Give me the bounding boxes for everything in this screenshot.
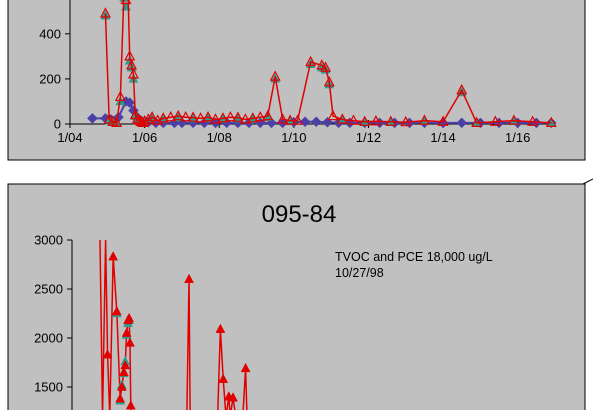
data-point [139, 115, 151, 126]
data-point [111, 116, 123, 127]
data-point [370, 115, 382, 126]
data-point [456, 83, 468, 95]
chart-top-series [87, 0, 557, 129]
data-point [284, 114, 296, 125]
data-point [385, 115, 397, 126]
data-point [120, 359, 131, 370]
data-point [545, 116, 557, 127]
data-point [489, 115, 501, 126]
data-point [165, 110, 177, 122]
data-point [124, 97, 136, 108]
data-point [262, 109, 274, 121]
data-point [400, 115, 412, 127]
data-point [146, 110, 158, 122]
data-point [224, 110, 236, 122]
x-tick-label: 1/14 [430, 130, 455, 145]
data-point [137, 116, 149, 127]
data-point [310, 116, 322, 128]
data-point [111, 306, 122, 316]
data-point [102, 349, 113, 359]
data-point [126, 59, 138, 70]
y-tick-label: 2000 [34, 331, 63, 346]
data-point [336, 113, 348, 124]
chart-top: 0 200 400 1/04 1/06 1/08 1/10 1/12 1/14 1/16 [7, 0, 586, 161]
x-tick-label: 1/10 [281, 130, 306, 145]
data-point [115, 393, 126, 403]
data-point [254, 110, 266, 122]
data-point [195, 112, 207, 123]
data-point [125, 337, 135, 347]
y-tick-label: 400 [39, 26, 61, 41]
chart-top-panel [7, 0, 586, 161]
y-tick-label: 2500 [34, 282, 63, 297]
x-tick-label: 1/04 [57, 130, 82, 145]
x-tick-label: 1/12 [356, 130, 381, 145]
data-point [127, 68, 139, 79]
data-point [269, 70, 281, 81]
data-point [125, 400, 136, 410]
x-tick-label: 1/06 [132, 130, 157, 145]
y-tick-label: 200 [39, 71, 61, 86]
data-point [239, 113, 251, 124]
x-tick-label: 1/08 [207, 130, 232, 145]
data-point [184, 273, 194, 283]
data-point [121, 327, 132, 337]
data-point [418, 114, 430, 125]
data-point [217, 112, 229, 123]
chart-bottom-annotation-line1: TVOC and PCE 18,000 ug/L [335, 250, 493, 264]
data-point [323, 76, 335, 87]
data-point [108, 251, 119, 261]
data-point [327, 109, 339, 121]
chart-bottom-axes: 3000 2500 2000 1500 [34, 233, 73, 410]
x-tick-label: 1/16 [505, 130, 530, 145]
data-point [215, 323, 226, 333]
data-point [247, 112, 259, 123]
data-point [187, 111, 199, 122]
data-point [210, 113, 221, 124]
chart-bottom-title: 095-84 [262, 201, 337, 228]
data-point [180, 110, 192, 122]
data-point [277, 113, 289, 124]
data-point [359, 115, 371, 126]
data-point [292, 114, 304, 125]
data-point [232, 111, 244, 122]
data-point [305, 55, 317, 67]
data-point [320, 61, 332, 72]
data-point [508, 114, 520, 125]
data-point [437, 115, 449, 126]
data-point [118, 366, 129, 377]
data-point [240, 362, 251, 373]
data-point [120, 0, 132, 5]
data-point [456, 117, 468, 129]
data-point [124, 312, 135, 323]
data-point [348, 114, 360, 125]
connector-line [582, 178, 593, 185]
y-tick-label: 0 [54, 117, 61, 132]
data-point [527, 115, 539, 126]
data-point [157, 112, 169, 123]
data-point [172, 109, 184, 121]
data-point [228, 392, 238, 402]
data-point [218, 373, 229, 383]
data-point [202, 110, 214, 122]
data-point [116, 381, 127, 391]
y-tick-label: 1500 [34, 380, 63, 395]
data-point [471, 116, 483, 127]
data-point [87, 113, 98, 124]
y-tick-label: 3000 [34, 233, 63, 248]
data-point [99, 7, 111, 18]
chart-bottom-series [99, 239, 251, 410]
data-point [114, 90, 126, 102]
data-point [142, 113, 154, 124]
chart-bottom-annotation-line2: 10/27/98 [335, 266, 384, 280]
data-point [124, 50, 136, 61]
